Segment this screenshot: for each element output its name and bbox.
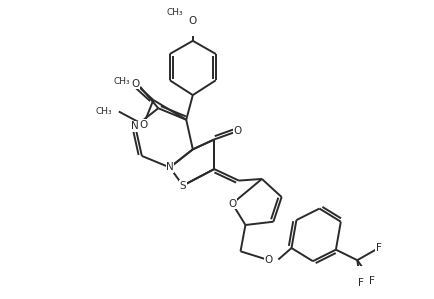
Text: O: O <box>228 199 237 209</box>
Text: N: N <box>166 162 174 173</box>
Text: F: F <box>376 243 381 253</box>
Text: CH₃: CH₃ <box>166 8 183 17</box>
Text: S: S <box>180 181 186 190</box>
Text: CH₃: CH₃ <box>96 107 112 116</box>
Text: O: O <box>131 79 139 89</box>
Text: O: O <box>189 16 197 26</box>
Text: O: O <box>233 126 241 136</box>
Text: F: F <box>369 276 375 286</box>
Text: O: O <box>264 254 273 265</box>
Text: CH₃: CH₃ <box>114 77 131 86</box>
Text: F: F <box>358 277 364 288</box>
Text: O: O <box>139 120 148 130</box>
Text: N: N <box>132 121 139 131</box>
